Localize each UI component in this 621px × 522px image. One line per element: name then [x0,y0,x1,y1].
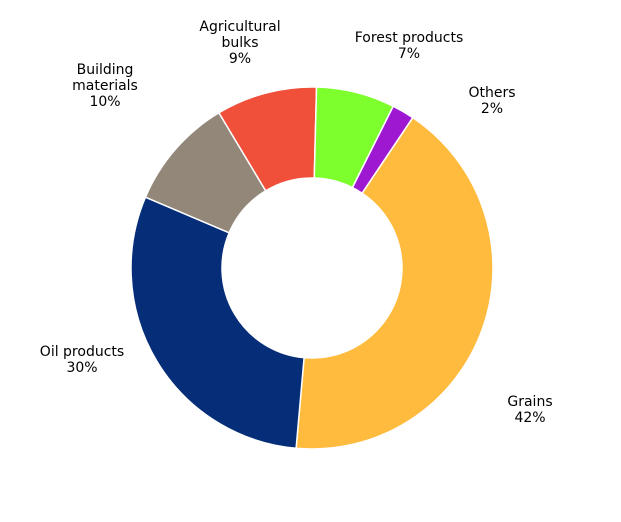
slices-group [130,86,494,450]
label-oil-products: Oil products 30% [40,344,124,376]
label-others: Others 2% [468,85,515,117]
label-forest-products: Forest products 7% [355,30,464,62]
slice-oil-products [130,196,305,450]
label-building-materials: Building materials 10% [72,62,138,110]
slice-grains [295,116,494,450]
label-agricultural-bulks: Agricultural bulks 9% [199,19,280,67]
label-grains: Grains 42% [507,394,552,426]
slice-forest-products [313,86,395,189]
labels-group: Others 2% Grains 42% Oil products 30% Building… [40,19,553,426]
